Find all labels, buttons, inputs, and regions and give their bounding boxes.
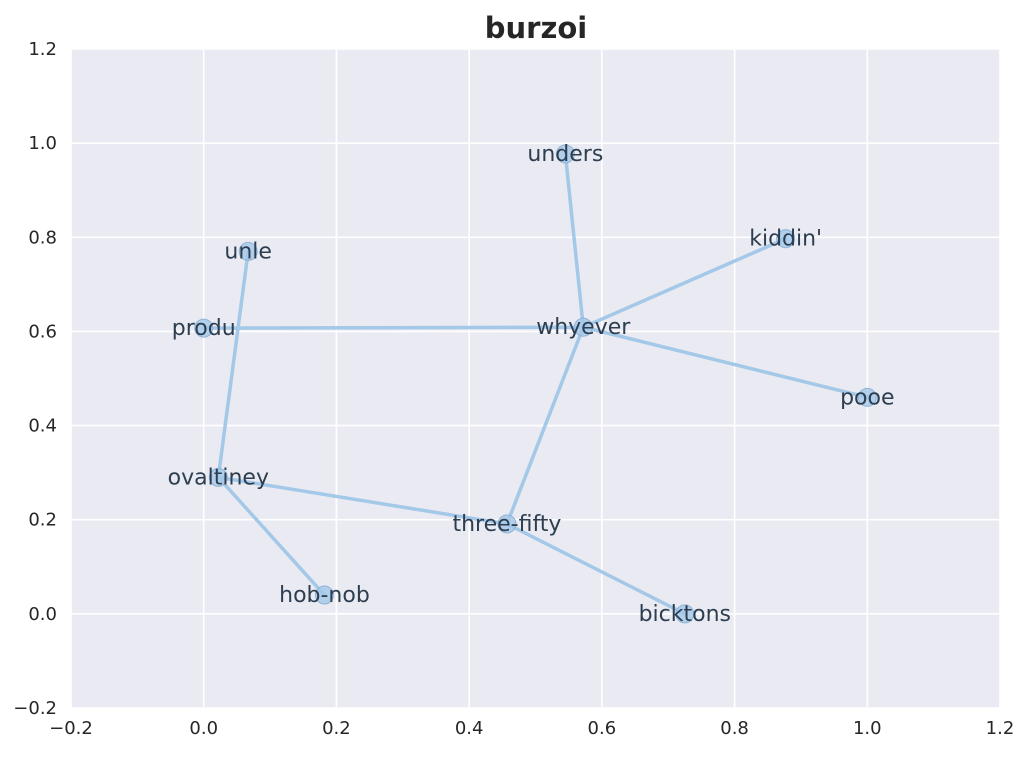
edge-unders-whyever	[563, 152, 586, 329]
x-tick-label: 0.2	[322, 718, 351, 739]
tick-labels: −0.2 0.0 0.2 0.4 0.6 0.8 1.0 1.2 −0.2 0.0 0.2 0.4 0.…	[13, 39, 1014, 739]
node-whyever	[573, 317, 593, 337]
node-kiddin-	[776, 229, 796, 249]
y-tick-label: 0.4	[28, 416, 57, 437]
node-pooe	[857, 387, 877, 407]
edge-ovaltiney-threefifty	[216, 475, 509, 526]
node-labels: unders kiddin' unle produ whyever pooe ovaltin…	[168, 142, 895, 627]
edge-threefifty-whyever	[505, 325, 586, 526]
node-label-produ: produ	[172, 316, 236, 341]
node-label-pooe: pooe	[840, 385, 894, 410]
node-unders	[555, 144, 575, 164]
edge-kiddin-whyever	[581, 236, 788, 329]
edge-pooe-whyever	[581, 325, 870, 400]
node-label-unders: unders	[527, 142, 603, 167]
node-three-fifty	[497, 514, 517, 534]
y-tick-label: 1.0	[28, 133, 57, 154]
edge-ovaltiney-hobnob	[216, 475, 327, 597]
y-tick-label: 0.2	[28, 510, 57, 531]
node-ovaltiney	[208, 467, 228, 487]
edges	[201, 152, 870, 616]
node-bicktons	[675, 604, 695, 624]
nodes	[194, 144, 877, 624]
node-label-whyever: whyever	[536, 315, 631, 340]
x-tick-label: 1.2	[986, 718, 1015, 739]
y-tick-label: 0.0	[28, 604, 57, 625]
x-tick-label: 0.8	[720, 718, 749, 739]
edge-produ-whyever	[201, 325, 586, 330]
node-label-ovaltiney: ovaltiney	[168, 465, 269, 490]
y-tick-label: 0.8	[28, 227, 57, 248]
plot-area-background	[71, 49, 1000, 708]
node-label-unle: unle	[224, 239, 272, 264]
grid-lines	[70, 48, 1001, 709]
edge-threefifty-bicktons	[505, 522, 687, 616]
x-tick-label: 0.0	[189, 718, 218, 739]
x-tick-label: −0.2	[49, 718, 93, 739]
node-label-bicktons: bicktons	[639, 602, 731, 627]
chart-title: burzoi	[485, 11, 587, 45]
node-label-hob-nob: hob-nob	[279, 583, 370, 608]
node-label-kiddin-: kiddin'	[749, 227, 822, 252]
x-tick-label: 1.0	[853, 718, 882, 739]
node-produ	[194, 318, 214, 338]
node-hob-nob	[314, 585, 334, 605]
node-unle	[238, 241, 258, 261]
y-tick-label: 0.6	[28, 321, 57, 342]
y-tick-label: −0.2	[13, 698, 57, 719]
x-tick-label: 0.6	[588, 718, 617, 739]
y-tick-label: 1.2	[28, 39, 57, 60]
node-label-three-fifty: three-fifty	[452, 512, 561, 537]
edge-unle-ovaltiney	[216, 249, 250, 480]
x-tick-label: 0.4	[455, 718, 484, 739]
